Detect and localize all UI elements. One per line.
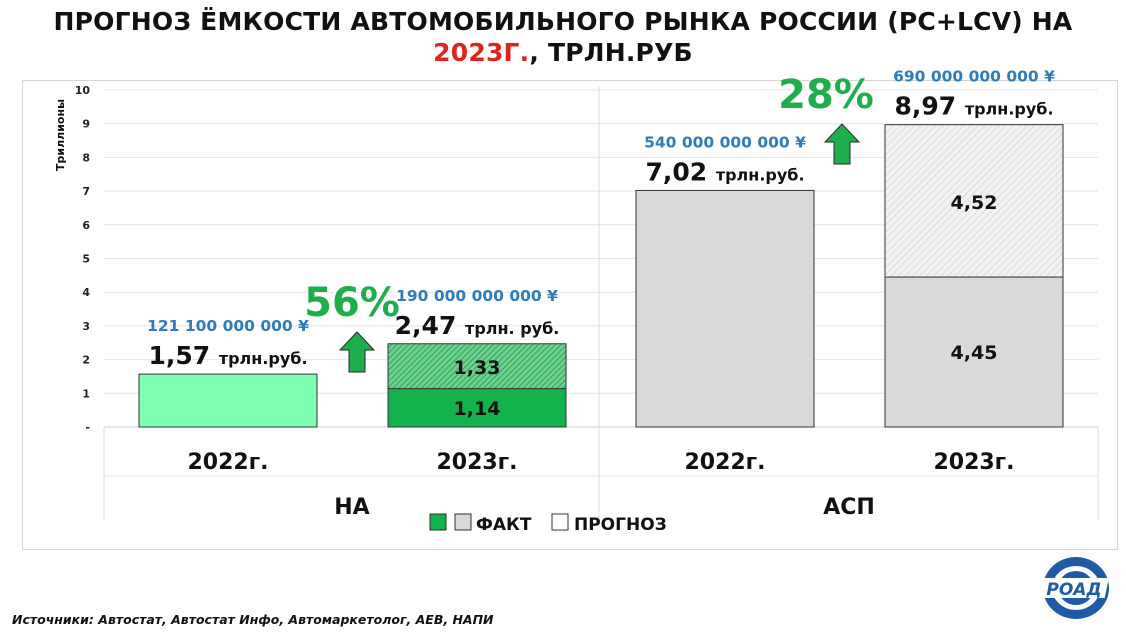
fact-value-label: 1,14 xyxy=(454,398,501,420)
y-tick-label: 7 xyxy=(82,185,90,198)
y-tick-label: 9 xyxy=(82,118,90,131)
y-tick-label: 5 xyxy=(82,253,90,266)
bar-forecast-1 xyxy=(387,343,567,390)
y-tick-label: 4 xyxy=(82,286,90,299)
y-tick-label: 6 xyxy=(82,219,90,232)
growth-arrow-icon xyxy=(823,123,861,165)
x-category-label: 2022г. xyxy=(187,450,268,475)
y-tick-label: 1 xyxy=(82,387,90,400)
y-tick-label: 3 xyxy=(82,320,90,333)
yen-value-label: 121 100 000 000 ¥ xyxy=(147,317,309,335)
total-value-label: 2,47 трлн. руб. xyxy=(395,311,560,340)
x-category-label: 2022г. xyxy=(684,450,765,475)
legend-label-forecast: ПРОГНОЗ xyxy=(574,515,667,535)
legend-label-fact: ФАКТ xyxy=(476,515,532,535)
title-year: 2023Г. xyxy=(433,38,530,67)
chart-title: ПРОГНОЗ ЁМКОСТИ АВТОМОБИЛЬНОГО РЫНКА РОС… xyxy=(0,6,1126,68)
forecast-value-label: 4,52 xyxy=(951,192,998,214)
yen-value-label: 690 000 000 000 ¥ xyxy=(893,68,1055,86)
legend-swatch-fact-grey xyxy=(454,513,472,531)
y-tick-label: 2 xyxy=(82,354,90,367)
total-value-label: 8,97 трлн.руб. xyxy=(894,92,1053,121)
x-category-label: 2023г. xyxy=(933,450,1014,475)
group-label-asp: АСП xyxy=(823,495,875,520)
bar-total-2 xyxy=(635,189,815,428)
x-category-label: 2023г. xyxy=(436,450,517,475)
bar-fact-3 xyxy=(884,276,1064,428)
bar-fact-1 xyxy=(387,388,567,428)
legend-swatch-forecast xyxy=(551,513,569,531)
total-value-label: 7,02 трлн.руб. xyxy=(645,157,804,186)
bar-total-0 xyxy=(138,373,318,428)
yen-value-label: 190 000 000 000 ¥ xyxy=(396,287,558,305)
total-value-label: 1,57 трлн.руб. xyxy=(148,341,307,370)
y-tick-label: 10 xyxy=(75,84,91,97)
logo-text: РОАД xyxy=(1046,580,1101,600)
title-line1: ПРОГНОЗ ЁМКОСТИ АВТОМОБИЛЬНОГО РЫНКА РОС… xyxy=(53,7,1073,36)
group-label-na: НА xyxy=(334,495,369,520)
y-tick-label: 8 xyxy=(82,151,90,164)
legend-swatch-fact-green xyxy=(429,513,447,531)
y-axis-label: Триллионы xyxy=(54,99,67,171)
growth-arrow-icon xyxy=(338,331,376,373)
title-line2-rest: , ТРЛН.РУБ xyxy=(529,38,693,67)
growth-percent-label: 56% xyxy=(304,280,400,326)
sources-text: Источники: Автостат, Автостат Инфо, Авто… xyxy=(12,612,494,627)
growth-percent-label: 28% xyxy=(778,72,874,118)
forecast-value-label: 1,33 xyxy=(454,357,501,379)
yen-value-label: 540 000 000 000 ¥ xyxy=(644,133,806,151)
bar-forecast-3 xyxy=(884,124,1064,278)
y-tick-label: - xyxy=(85,421,90,434)
road-logo-icon: РОАД xyxy=(1038,554,1114,622)
fact-value-label: 4,45 xyxy=(951,342,998,364)
